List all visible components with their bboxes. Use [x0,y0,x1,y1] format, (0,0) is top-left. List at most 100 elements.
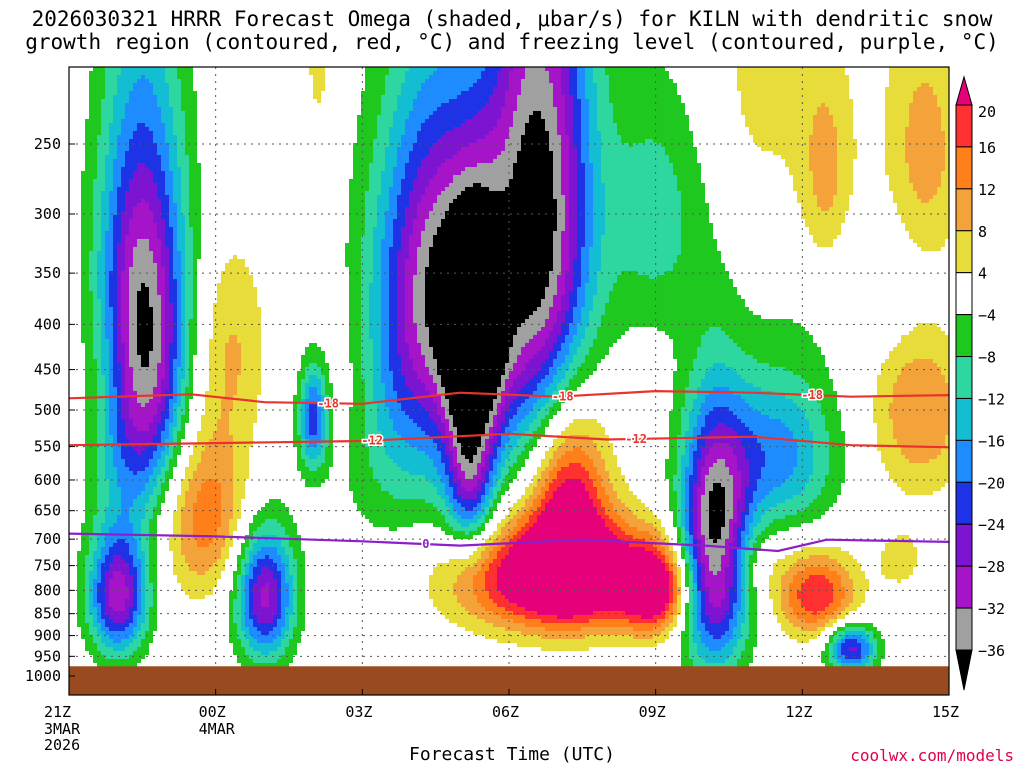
omega-cell [677,515,681,519]
omega-cell [313,79,325,83]
omega-cell [453,431,457,435]
omega-cell [505,91,521,95]
omega-cell [649,531,661,535]
omega-cell [753,527,765,531]
omega-cell [185,363,189,367]
omega-cell [577,179,585,183]
omega-cell [125,159,161,163]
omega-cell [153,491,161,495]
omega-cell [581,311,589,315]
omega-cell [481,439,485,443]
omega-cell [265,555,269,559]
omega-cell [945,151,949,155]
omega-cell [165,463,169,467]
omega-cell [401,87,421,91]
omega-cell [109,499,121,503]
omega-cell [85,367,97,371]
omega-cell [813,391,837,395]
omega-cell [169,399,177,403]
omega-cell [133,387,153,391]
omega-cell [93,215,101,219]
omega-cell [149,463,157,467]
omega-cell [449,467,457,471]
omega-cell [797,451,813,455]
omega-cell [169,415,173,419]
omega-cell [165,447,169,451]
omega-cell [125,191,157,195]
omega-cell [793,187,813,191]
omega-cell [393,419,413,423]
omega-cell [909,231,949,235]
omega-cell [529,515,537,519]
omega-cell [113,371,121,375]
omega-cell [121,227,129,231]
omega-cell [101,371,109,375]
omega-cell [537,427,545,431]
omega-cell [105,187,113,191]
omega-cell [929,459,949,463]
omega-cell [689,427,693,431]
omega-cell [581,103,589,107]
omega-cell [597,127,617,131]
omega-cell [373,395,385,399]
omega-cell [97,383,105,387]
omega-cell [141,283,145,287]
omega-cell [461,515,473,519]
omega-cell [829,555,853,559]
omega-cell [893,347,949,351]
omega-cell [429,335,513,339]
omega-cell [161,379,169,383]
omega-cell [437,67,485,71]
omega-cell [797,403,821,407]
omega-cell [597,99,609,103]
omega-cell [489,491,493,495]
omega-cell [405,339,417,343]
omega-cell [129,339,137,343]
omega-cell [105,315,113,319]
omega-cell [605,219,681,223]
omega-cell [369,311,381,315]
omega-cell [137,239,149,243]
omega-cell [185,499,197,503]
omega-cell [149,559,157,563]
omega-cell [885,107,909,111]
omega-cell [85,431,97,435]
omega-cell [385,383,393,387]
omega-cell [381,303,389,307]
omega-cell [829,463,845,467]
omega-cell [305,347,321,351]
omega-cell [561,247,569,251]
omega-cell [381,431,397,435]
omega-cell [761,475,789,479]
omega-cell [185,359,189,363]
omega-cell [429,179,453,183]
omega-cell [161,239,165,243]
omega-cell [425,319,525,323]
omega-cell [297,451,301,455]
omega-cell [145,555,149,559]
omega-cell [349,195,365,199]
omega-cell [133,171,153,175]
omega-cell [605,215,681,219]
omega-cell [373,259,381,263]
omega-cell [681,191,705,195]
omega-cell [937,191,949,195]
omega-cell [613,507,629,511]
omega-cell [193,279,197,283]
omega-cell [305,403,309,407]
omega-cell [693,439,697,443]
omega-cell [453,199,557,203]
omega-cell [673,391,685,395]
omega-cell [453,503,461,507]
omega-cell [205,391,225,395]
omega-cell [493,127,509,131]
omega-cell [693,471,697,475]
omega-cell [541,491,545,495]
omega-cell [165,339,173,343]
omega-cell [905,159,945,163]
omega-cell [405,175,417,179]
omega-cell [829,435,845,439]
omega-cell [569,367,577,371]
omega-cell [245,563,249,567]
omega-cell [225,267,249,271]
